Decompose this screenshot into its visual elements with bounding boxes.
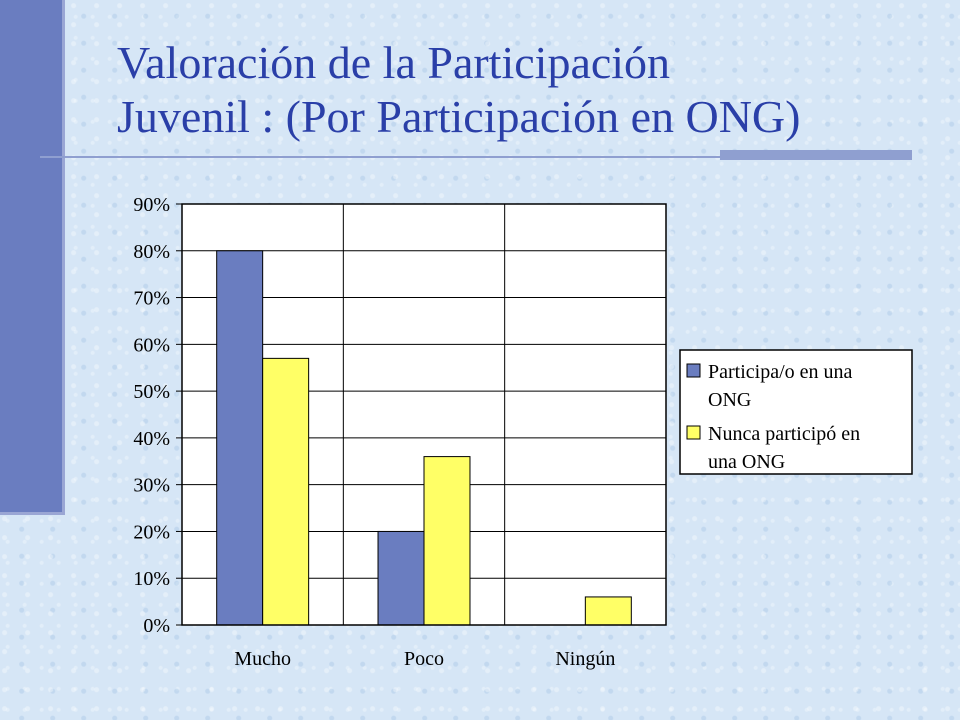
y-tick-label: 0% <box>143 615 170 637</box>
y-tick-label: 90% <box>133 194 170 216</box>
y-tick-label: 20% <box>133 521 170 543</box>
plot-border <box>181 203 667 626</box>
chart-legend: Participa/o en una ONG Nunca participó en u… <box>679 349 913 475</box>
legend-label-1: Participa/o en una <box>708 361 853 383</box>
y-tick-label: 40% <box>133 428 170 450</box>
title-underline-accent <box>720 150 912 160</box>
bar-2 <box>584 596 632 626</box>
legend-swatch-2 <box>686 425 701 440</box>
slide-title: Valoración de la Participación Juvenil :… <box>117 36 937 144</box>
y-tick-label: 10% <box>133 568 170 590</box>
title-underline <box>40 156 720 158</box>
plot-area: 0% 10% 20% 30% 40% 50% 60% 70% 80% 90% Mucho Poco Ni… <box>133 194 667 670</box>
x-category-label: Poco <box>404 648 444 670</box>
accent-bar <box>0 0 65 515</box>
x-category-label: Mucho <box>234 648 291 670</box>
bar-2 <box>262 357 310 626</box>
legend-label-2: una ONG <box>708 451 785 473</box>
legend-label-2: Nunca participó en <box>708 423 860 445</box>
y-tick-label: 50% <box>133 381 170 403</box>
bar-2 <box>423 456 471 626</box>
slide-title-line2: Juvenil : (Por Participación en ONG) <box>117 91 801 142</box>
y-tick-label: 70% <box>133 288 170 310</box>
y-tick-label: 80% <box>133 241 170 263</box>
bar-1 <box>216 250 264 626</box>
y-tick-label: 30% <box>133 475 170 497</box>
x-category-label: Ningún <box>555 648 615 670</box>
legend-label-1: ONG <box>708 389 751 411</box>
legend-swatch-1 <box>686 363 701 378</box>
y-tick-label: 60% <box>133 334 170 356</box>
bar-1 <box>377 530 425 626</box>
slide-title-line1: Valoración de la Participación <box>117 37 671 88</box>
legend-box <box>679 349 913 475</box>
